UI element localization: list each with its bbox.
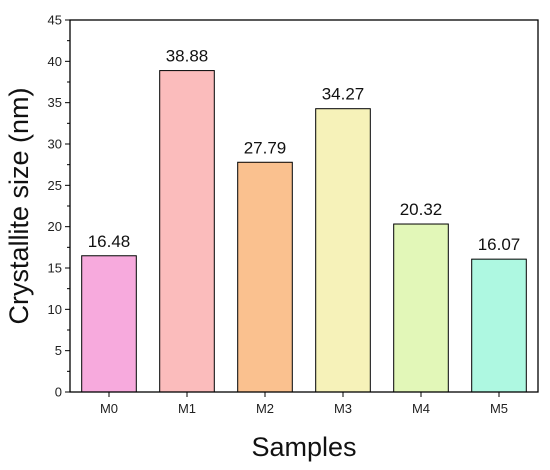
y-tick-label-20: 20	[48, 219, 62, 234]
bar-m3	[315, 108, 371, 393]
x-axis-title: Samples	[251, 432, 356, 462]
bar-m0	[81, 255, 137, 393]
x-tick-label-m2: M2	[256, 401, 274, 416]
x-tick-label-m3: M3	[334, 401, 352, 416]
y-tick-label-25: 25	[48, 178, 62, 193]
value-labels-group: 16.48 38.88 27.79 34.27 20.32 16.07	[88, 47, 521, 255]
bars-group	[81, 70, 527, 393]
value-label-m1: 38.88	[166, 47, 209, 66]
y-axis: 0 5 10 15 20 25 30 35 40 45	[48, 13, 70, 400]
y-tick-label-10: 10	[48, 302, 62, 317]
x-tick-label-m4: M4	[412, 401, 430, 416]
y-tick-label-15: 15	[48, 261, 62, 276]
y-tick-label-40: 40	[48, 54, 62, 69]
value-label-m3: 34.27	[322, 85, 365, 104]
x-tick-label-m1: M1	[178, 401, 196, 416]
x-axis: M0 M1 M2 M3 M4 M5	[100, 392, 508, 416]
bar-m2	[237, 161, 293, 393]
y-tick-label-0: 0	[55, 385, 62, 400]
y-tick-label-35: 35	[48, 95, 62, 110]
y-tick-label-45: 45	[48, 13, 62, 28]
plot-frame	[69, 19, 539, 393]
y-tick-label-30: 30	[48, 137, 62, 152]
x-tick-label-m0: M0	[100, 401, 118, 416]
y-axis-title: Crystallite size (nm)	[4, 87, 34, 324]
value-label-m5: 16.07	[478, 235, 521, 254]
value-label-m0: 16.48	[88, 232, 131, 251]
bar-m4	[393, 223, 449, 393]
y-tick-label-5: 5	[55, 343, 62, 358]
value-label-m4: 20.32	[400, 200, 443, 219]
value-label-m2: 27.79	[244, 138, 287, 157]
bar-m5	[471, 258, 527, 393]
x-tick-label-m5: M5	[490, 401, 508, 416]
bar-m1	[159, 70, 215, 393]
